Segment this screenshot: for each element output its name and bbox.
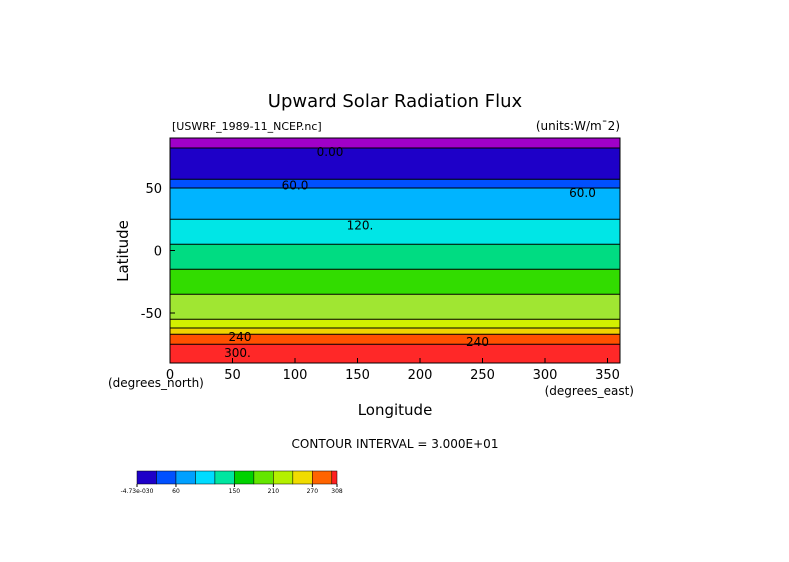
x-tick-label: 200	[408, 368, 433, 383]
contour-band	[170, 138, 620, 148]
colorbar-box	[136, 470, 157, 485]
x-tick-label: 0	[166, 368, 174, 383]
colorbar-box	[156, 470, 177, 485]
y-tick-label: -50	[141, 307, 162, 322]
contour-label: 240	[466, 335, 489, 349]
colorbar-label: -4.73e-030	[121, 488, 154, 495]
colorbar-label: 270	[307, 488, 319, 495]
contour-label: 120.	[347, 219, 374, 233]
x-unit: (degrees_east)	[545, 384, 634, 398]
colorbar-label: 210	[268, 488, 280, 495]
colorbar-label: 308	[331, 488, 343, 495]
contour-band	[170, 269, 620, 295]
x-tick-label: 100	[283, 368, 308, 383]
contour-interval: CONTOUR INTERVAL = 3.000E+01	[292, 437, 499, 451]
contour-band	[170, 334, 620, 345]
colorbar-box	[312, 470, 333, 485]
y-unit: (degrees_north)	[108, 376, 204, 390]
x-tick-label: 250	[470, 368, 495, 383]
contour-band	[170, 244, 620, 270]
x-tick-label: 350	[595, 368, 620, 383]
colorbar-box	[331, 470, 338, 485]
chart-title: Upward Solar Radiation Flux	[268, 91, 523, 112]
subtitle-left: [USWRF_1989-11_NCEP.nc]	[172, 120, 322, 133]
colorbar-box	[253, 470, 274, 485]
subtitle-right: (units:W/m¯2)	[536, 119, 620, 133]
contour-band	[170, 219, 620, 245]
y-tick-label: 50	[145, 182, 162, 197]
contour-label: 240	[229, 330, 252, 344]
contour-band	[170, 148, 620, 180]
contour-band	[170, 188, 620, 220]
contour-label: 300.	[224, 346, 251, 360]
y-axis-label: Latitude	[114, 220, 132, 282]
colorbar-label: 150	[229, 488, 241, 495]
contour-band	[170, 319, 620, 328]
colorbar-box	[175, 470, 196, 485]
x-tick-label: 150	[345, 368, 370, 383]
contour-label: 0.00	[317, 145, 344, 159]
x-tick-label: 50	[224, 368, 241, 383]
contour-band	[170, 328, 620, 335]
colorbar-box	[234, 470, 255, 485]
x-tick-label: 300	[533, 368, 558, 383]
colorbar-label: 60	[172, 488, 180, 495]
y-tick-label: 0	[154, 245, 162, 260]
contour-band	[170, 344, 620, 363]
colorbar-box	[273, 470, 294, 485]
contour-band	[170, 179, 620, 188]
contour-band	[170, 294, 620, 320]
x-axis-label: Longitude	[358, 401, 433, 419]
colorbar-box	[195, 470, 216, 485]
contour-label: 60.0	[282, 179, 309, 193]
contour-label: 60.0	[569, 186, 596, 200]
colorbar-box	[214, 470, 235, 485]
colorbar-box	[292, 470, 313, 485]
